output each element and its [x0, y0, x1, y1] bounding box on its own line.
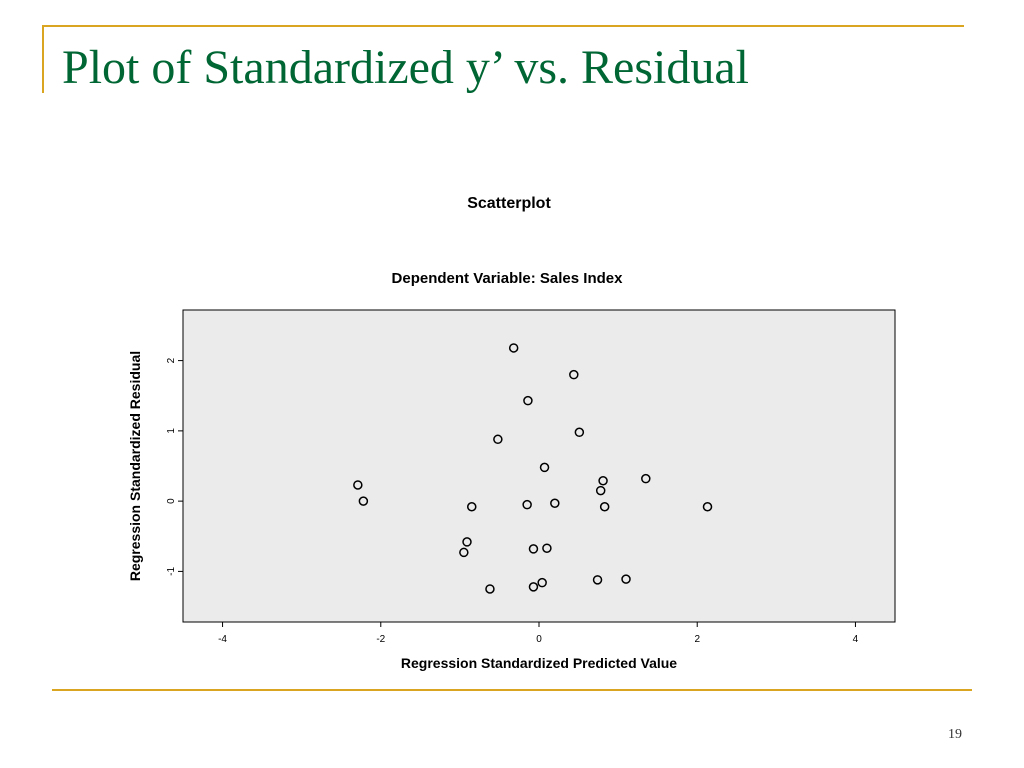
data-point [508, 343, 519, 353]
x-axis-title: Regression Standardized Predicted Value [401, 655, 677, 671]
page-number: 19 [948, 727, 962, 742]
x-tick-label: 0 [536, 634, 542, 645]
data-point [462, 537, 472, 547]
x-tick-label: -2 [376, 634, 385, 645]
data-point [467, 502, 477, 512]
data-point [702, 502, 713, 512]
x-axis-ticks: -4 -2 0 2 4 [218, 622, 859, 645]
data-point [528, 582, 539, 592]
data-point [542, 543, 552, 553]
data-point [537, 577, 547, 588]
data-point [493, 434, 503, 445]
slide-title: Plot of Standardized y’ vs. Residual [62, 41, 749, 94]
title-accent-line-top [42, 25, 964, 27]
y-axis-title: Regression Standardized Residual [127, 351, 143, 581]
y-axis-ticks: -1 0 1 2 [166, 357, 183, 576]
data-point [574, 427, 585, 438]
data-point [569, 369, 579, 380]
data-point [485, 584, 495, 594]
data-point [598, 476, 608, 486]
x-tick-label: -4 [218, 634, 227, 645]
footer-accent-line [52, 689, 972, 691]
data-point [528, 544, 539, 554]
data-point [522, 499, 532, 510]
y-tick-label: -1 [166, 567, 177, 576]
data-point [539, 462, 550, 473]
data-point [358, 496, 369, 506]
data-point [550, 498, 560, 508]
data-point [523, 395, 533, 406]
plot-area [182, 309, 896, 623]
data-point [592, 575, 603, 585]
y-tick-label: 0 [166, 498, 177, 504]
y-tick-label: 2 [166, 357, 177, 363]
chart-subtitle: Dependent Variable: Sales Index [392, 270, 624, 287]
title-accent-line-left [42, 25, 44, 93]
data-point [459, 547, 469, 558]
data-point [641, 473, 651, 484]
data-point [599, 502, 610, 512]
y-tick-label: 1 [166, 428, 177, 434]
data-point [621, 574, 631, 584]
data-points [353, 343, 713, 594]
chart-title: Scatterplot [467, 195, 551, 212]
data-point [353, 480, 363, 490]
x-tick-label: 4 [853, 634, 859, 645]
data-point [595, 485, 606, 496]
x-tick-label: 2 [694, 634, 700, 645]
